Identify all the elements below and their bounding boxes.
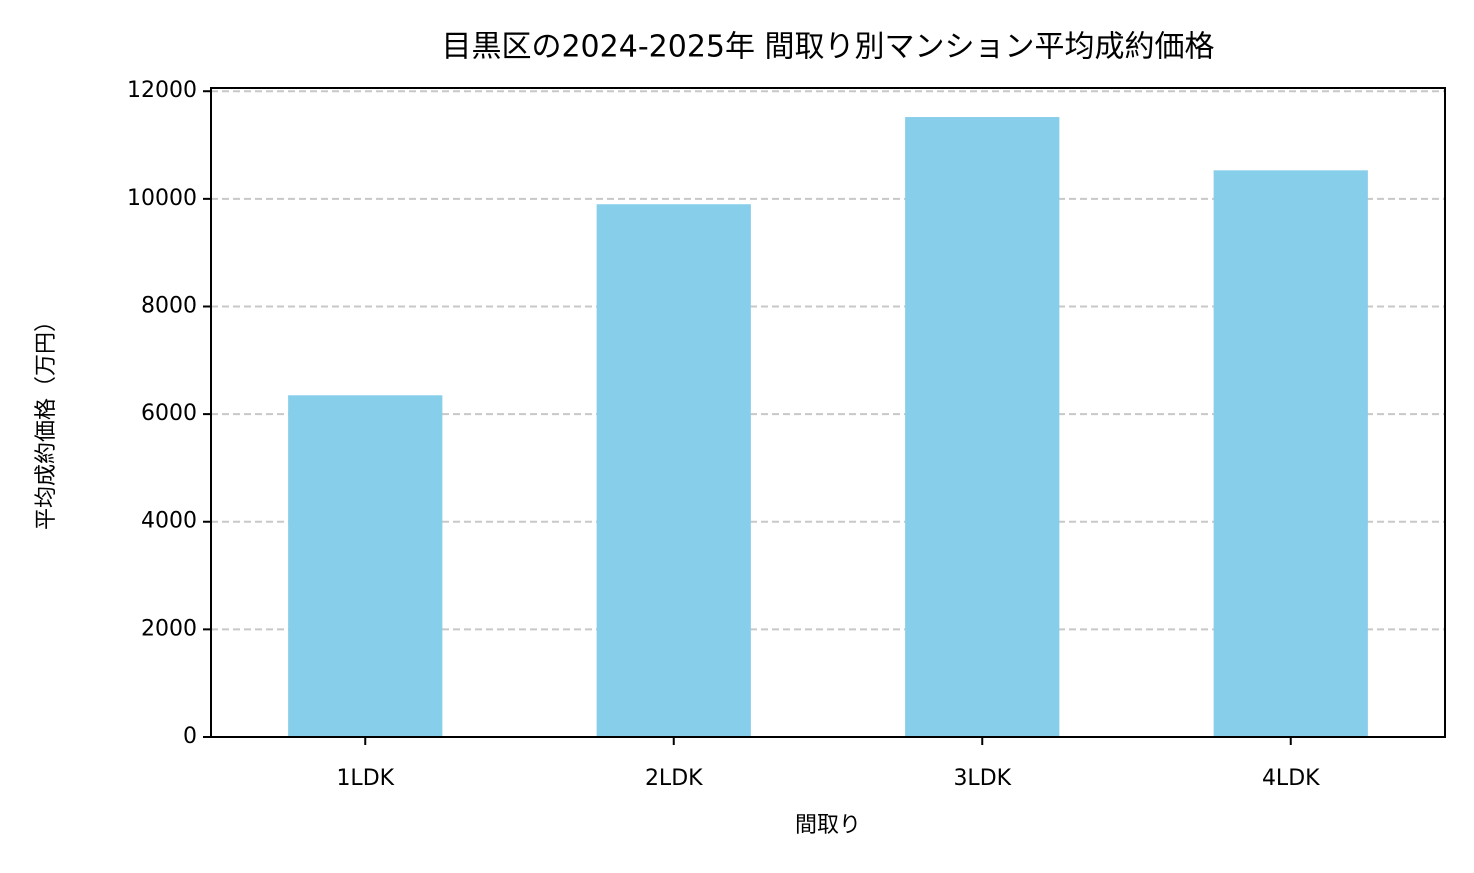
y-tick-label: 12000: [127, 78, 197, 103]
chart-title: 目黒区の2024-2025年 間取り別マンション平均成約価格: [441, 30, 1214, 65]
bar: [288, 395, 443, 737]
bar: [1213, 170, 1368, 737]
x-tick-label: 1LDK: [336, 766, 394, 791]
x-tick-label: 3LDK: [953, 766, 1011, 791]
y-axis-label: 平均成約価格（万円）: [34, 310, 59, 530]
x-tick-label: 4LDK: [1262, 766, 1320, 791]
bar: [596, 204, 751, 738]
bar: [905, 117, 1060, 738]
plot-frame: [210, 87, 1446, 738]
x-axis-label: 間取り: [795, 813, 861, 838]
y-tick-label: 4000: [141, 509, 197, 534]
y-tick-label: 8000: [141, 293, 197, 318]
y-tick-label: 2000: [141, 616, 197, 641]
y-tick-label: 0: [183, 724, 197, 749]
x-tick-label: 2LDK: [645, 766, 703, 791]
y-tick-label: 6000: [141, 401, 197, 426]
y-tick-label: 10000: [127, 186, 197, 211]
